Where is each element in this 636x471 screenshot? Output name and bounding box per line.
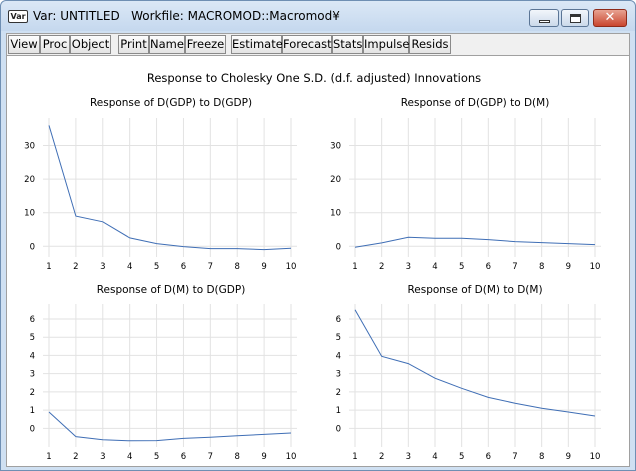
x-tick-label: 5	[154, 452, 159, 462]
x-tick-label: 5	[154, 262, 159, 272]
x-tick-label: 9	[261, 262, 266, 272]
x-tick-label: 9	[566, 452, 571, 462]
x-tick-label: 8	[235, 452, 240, 462]
y-tick-label: 1	[30, 406, 35, 416]
panel-gdp-to-m: Response of D(GDP) to D(M) 0 10 20 30 1 2 3 4 5 6 7…	[330, 97, 601, 272]
x-tick-label: 2	[73, 452, 78, 462]
view-button[interactable]: View	[8, 35, 40, 54]
x-tick-label: 7	[208, 452, 213, 462]
x-tick-label: 4	[432, 452, 437, 462]
y-tick-label: 4	[336, 351, 341, 361]
close-icon: ✕	[604, 10, 616, 25]
name-button[interactable]: Name	[149, 35, 185, 54]
x-tick-label: 1	[352, 452, 357, 462]
y-tick-label: 6	[336, 315, 341, 325]
x-tick-label: 7	[512, 262, 517, 272]
x-tick-label: 8	[235, 262, 240, 272]
title-bar[interactable]: Var Var: UNTITLED Workfile: MACROMOD::Ma…	[1, 1, 635, 31]
x-tick-label: 4	[127, 452, 132, 462]
impulse-response-graph: Response to Cholesky One S.D. (d.f. adju…	[24, 71, 601, 462]
x-tick-label: 1	[46, 452, 51, 462]
x-tick-label: 7	[512, 452, 517, 462]
x-tick-label: 3	[100, 262, 105, 272]
x-tick-label: 1	[46, 262, 51, 272]
response-line	[48, 411, 292, 442]
y-tick-label: 2	[30, 388, 35, 398]
y-tick-label: 1	[336, 406, 341, 416]
y-tick-label: 5	[30, 333, 35, 343]
proc-button[interactable]: Proc	[40, 35, 70, 54]
x-tick-label: 5	[459, 262, 464, 272]
x-tick-label: 10	[286, 452, 297, 462]
y-tick-label: 0	[336, 242, 341, 252]
x-tick-label: 2	[379, 262, 384, 272]
x-tick-label: 9	[566, 262, 571, 272]
x-tick-label: 3	[100, 452, 105, 462]
y-tick-label: 20	[24, 175, 35, 185]
x-tick-label: 8	[539, 452, 544, 462]
y-tick-label: 6	[30, 315, 35, 325]
y-tick-label: 10	[24, 209, 35, 219]
stats-button[interactable]: Stats	[332, 35, 363, 54]
var-icon[interactable]: Var	[8, 10, 28, 23]
x-tick-label: 4	[432, 262, 437, 272]
graph-view: Response to Cholesky One S.D. (d.f. adju…	[6, 55, 630, 467]
object-button[interactable]: Object	[70, 35, 111, 54]
panel-gdp-to-gdp: Response of D(GDP) to D(GDP) 0 10 20 30 1 2 3 4 5…	[24, 97, 297, 272]
y-tick-label: 2	[336, 388, 341, 398]
panel-title: Response of D(GDP) to D(M)	[401, 97, 550, 109]
minimize-button[interactable]	[529, 9, 559, 27]
impulse-button[interactable]: Impulse	[363, 35, 409, 54]
y-tick-label: 4	[30, 351, 35, 361]
x-tick-label: 6	[181, 452, 186, 462]
estimate-button[interactable]: Estimate	[231, 35, 283, 54]
y-tick-label: 3	[336, 370, 341, 380]
y-tick-label: 0	[336, 424, 341, 434]
resids-button[interactable]: Resids	[409, 35, 451, 54]
x-tick-label: 8	[539, 262, 544, 272]
y-tick-label: 0	[30, 242, 35, 252]
x-tick-label: 4	[127, 262, 132, 272]
x-tick-label: 7	[208, 262, 213, 272]
y-tick-label: 10	[330, 209, 341, 219]
x-tick-label: 3	[406, 262, 411, 272]
x-tick-label: 1	[352, 262, 357, 272]
response-line	[354, 236, 596, 248]
x-tick-label: 2	[73, 262, 78, 272]
x-tick-label: 10	[590, 262, 601, 272]
panel-title: Response of D(M) to D(GDP)	[97, 284, 246, 296]
x-tick-label: 9	[261, 452, 266, 462]
maximize-button[interactable]	[561, 9, 589, 27]
print-button[interactable]: Print	[118, 35, 149, 54]
panel-m-to-m: Response of D(M) to D(M) 0 1 2 3 4 5 6 1 2 3 4 5 6 7 8 9…	[336, 284, 601, 462]
forecast-button[interactable]: Forecast	[282, 35, 332, 54]
close-button[interactable]: ✕	[593, 9, 627, 27]
x-tick-label: 3	[406, 452, 411, 462]
y-tick-label: 30	[330, 142, 341, 152]
x-tick-label: 6	[486, 262, 491, 272]
y-tick-label: 20	[330, 175, 341, 185]
y-tick-label: 5	[336, 333, 341, 343]
x-tick-label: 2	[379, 452, 384, 462]
y-tick-label: 0	[30, 424, 35, 434]
window-title: Var: UNTITLED Workfile: MACROMOD::Macrom…	[33, 9, 340, 23]
panel-m-to-gdp: Response of D(M) to D(GDP) 0 1 2 3 4 5 6 1 2 3 4 5 6 7…	[30, 284, 297, 462]
graph-title: Response to Cholesky One S.D. (d.f. adju…	[147, 71, 481, 85]
response-line	[48, 125, 292, 251]
maximize-icon	[570, 14, 581, 23]
y-tick-label: 30	[24, 142, 35, 152]
freeze-button[interactable]: Freeze	[185, 35, 226, 54]
x-tick-label: 6	[181, 262, 186, 272]
x-tick-label: 10	[286, 262, 297, 272]
panel-title: Response of D(M) to D(M)	[407, 284, 542, 296]
y-tick-label: 3	[30, 370, 35, 380]
response-line	[354, 309, 596, 417]
x-tick-label: 10	[590, 452, 601, 462]
panel-title: Response of D(GDP) to D(GDP)	[90, 97, 252, 109]
x-tick-label: 6	[486, 452, 491, 462]
x-tick-label: 5	[459, 452, 464, 462]
object-toolbar: View Proc Object Print Name Freeze Estim…	[6, 33, 630, 55]
minimize-icon	[539, 20, 550, 23]
